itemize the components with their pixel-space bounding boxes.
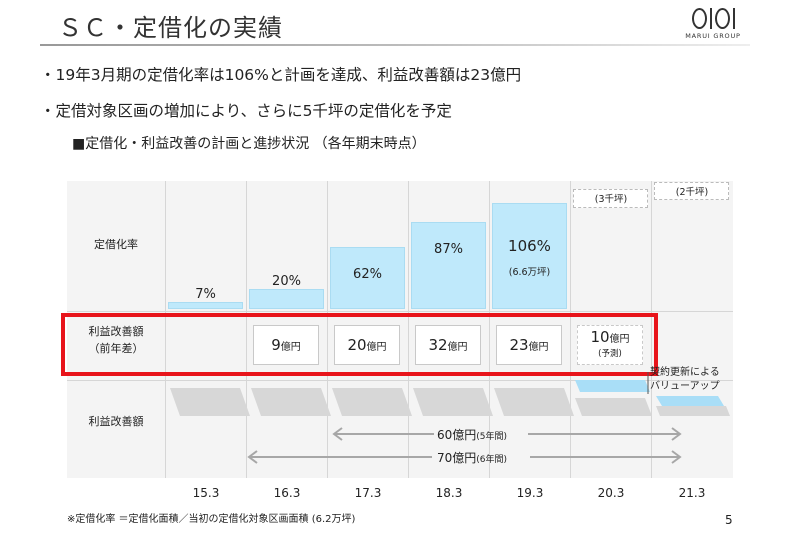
grid-line [570, 181, 571, 478]
title-underline [40, 44, 750, 46]
rate-bar-19-3 [492, 203, 567, 309]
grid-line [651, 181, 652, 478]
yoy-value-16-3: 9 億円 [253, 325, 319, 365]
plan-box-20-3 [573, 189, 648, 208]
valueup-strip-20-3 [575, 380, 650, 392]
logo-text: MARUI GROUP [685, 32, 741, 40]
row-label-improve-sub: （前年差） [88, 342, 144, 355]
footnote: ※定借化率 ＝定借化面積／当初の定借化対象区画面積 (6.2万坪) [67, 514, 356, 525]
arrow-60 [332, 427, 682, 441]
valueup-callout: 契約更新による バリューアップ [650, 367, 720, 392]
yoy-value-20-3: 10億円 (予測) [577, 325, 643, 365]
plan-note-21-3: (2千坪) [675, 187, 709, 198]
x-label-15-3: 15.3 [192, 486, 220, 500]
page-title: ＳＣ・定借化の実績 [58, 14, 283, 42]
row-label-improve: 利益改善額 [88, 325, 144, 338]
cumulative-plate-15-3 [170, 388, 250, 416]
rate-label-18-3: 87% [434, 242, 463, 257]
yoy-value-19-3: 23 億円 [496, 325, 562, 365]
rate-label-19-3: 106% [508, 237, 551, 255]
rate-bar-16-3 [249, 289, 324, 309]
arrow-70 [247, 450, 682, 464]
bullet-2: ・定借対象区画の増加により、さらに5千坪の定借化を予定 [40, 102, 452, 120]
row-label-cumulative: 利益改善額 [88, 415, 144, 428]
cumulative-plate-17-3 [332, 388, 412, 416]
rate-bar-17-3 [330, 247, 405, 309]
bullet-1: ・19年3月期の定借化率は106%と計画を達成、利益改善額は23億円 [40, 66, 522, 84]
marui-logo-mark [672, 6, 754, 30]
cumulative-plate-16-3 [251, 388, 331, 416]
grid-line [246, 181, 247, 478]
grid-line [327, 181, 328, 478]
arrow-label-60: 60億円(5年間) [437, 428, 508, 442]
rate-bar-18-3 [411, 222, 486, 309]
rate-label-15-3: 7% [195, 287, 216, 302]
rate-label-17-3: 62% [353, 267, 382, 282]
yoy-value-17-3: 20 億円 [334, 325, 400, 365]
rate-label-16-3: 20% [272, 274, 301, 289]
cumulative-plate-19-3 [494, 388, 574, 416]
x-label-16-3: 16.3 [273, 486, 301, 500]
marui-group-logo: MARUI GROUP [672, 6, 754, 40]
grid-line [67, 311, 733, 312]
page-number: 5 [725, 513, 733, 527]
plan-note-20-3: (3千坪) [594, 194, 628, 205]
cumulative-plate-18-3 [413, 388, 493, 416]
x-label-21-3: 21.3 [678, 486, 706, 500]
row-label-rate: 定借化率 [94, 238, 138, 251]
grid-line [165, 181, 166, 478]
valueup-strip-21-3 [656, 396, 724, 406]
x-label-20-3: 20.3 [597, 486, 625, 500]
x-label-17-3: 17.3 [354, 486, 382, 500]
x-label-19-3: 19.3 [516, 486, 544, 500]
rate-bar-15-3 [168, 302, 243, 309]
grid-line [408, 181, 409, 478]
cumulative-plate-20-3 [575, 398, 652, 416]
highlight-frame [61, 313, 658, 376]
grid-line [67, 380, 733, 381]
rate-sub-19-3: (6.6万坪) [508, 267, 551, 278]
yoy-value-18-3: 32 億円 [415, 325, 481, 365]
grid-line [489, 181, 490, 478]
chart-subheading: ■定借化・利益改善の計画と進捗状況 （各年期末時点） [72, 136, 426, 152]
x-label-18-3: 18.3 [435, 486, 463, 500]
arrow-label-70: 70億円(6年間) [437, 451, 508, 465]
plan-box-21-3 [654, 182, 729, 200]
cumulative-plate-21-3 [656, 406, 730, 416]
